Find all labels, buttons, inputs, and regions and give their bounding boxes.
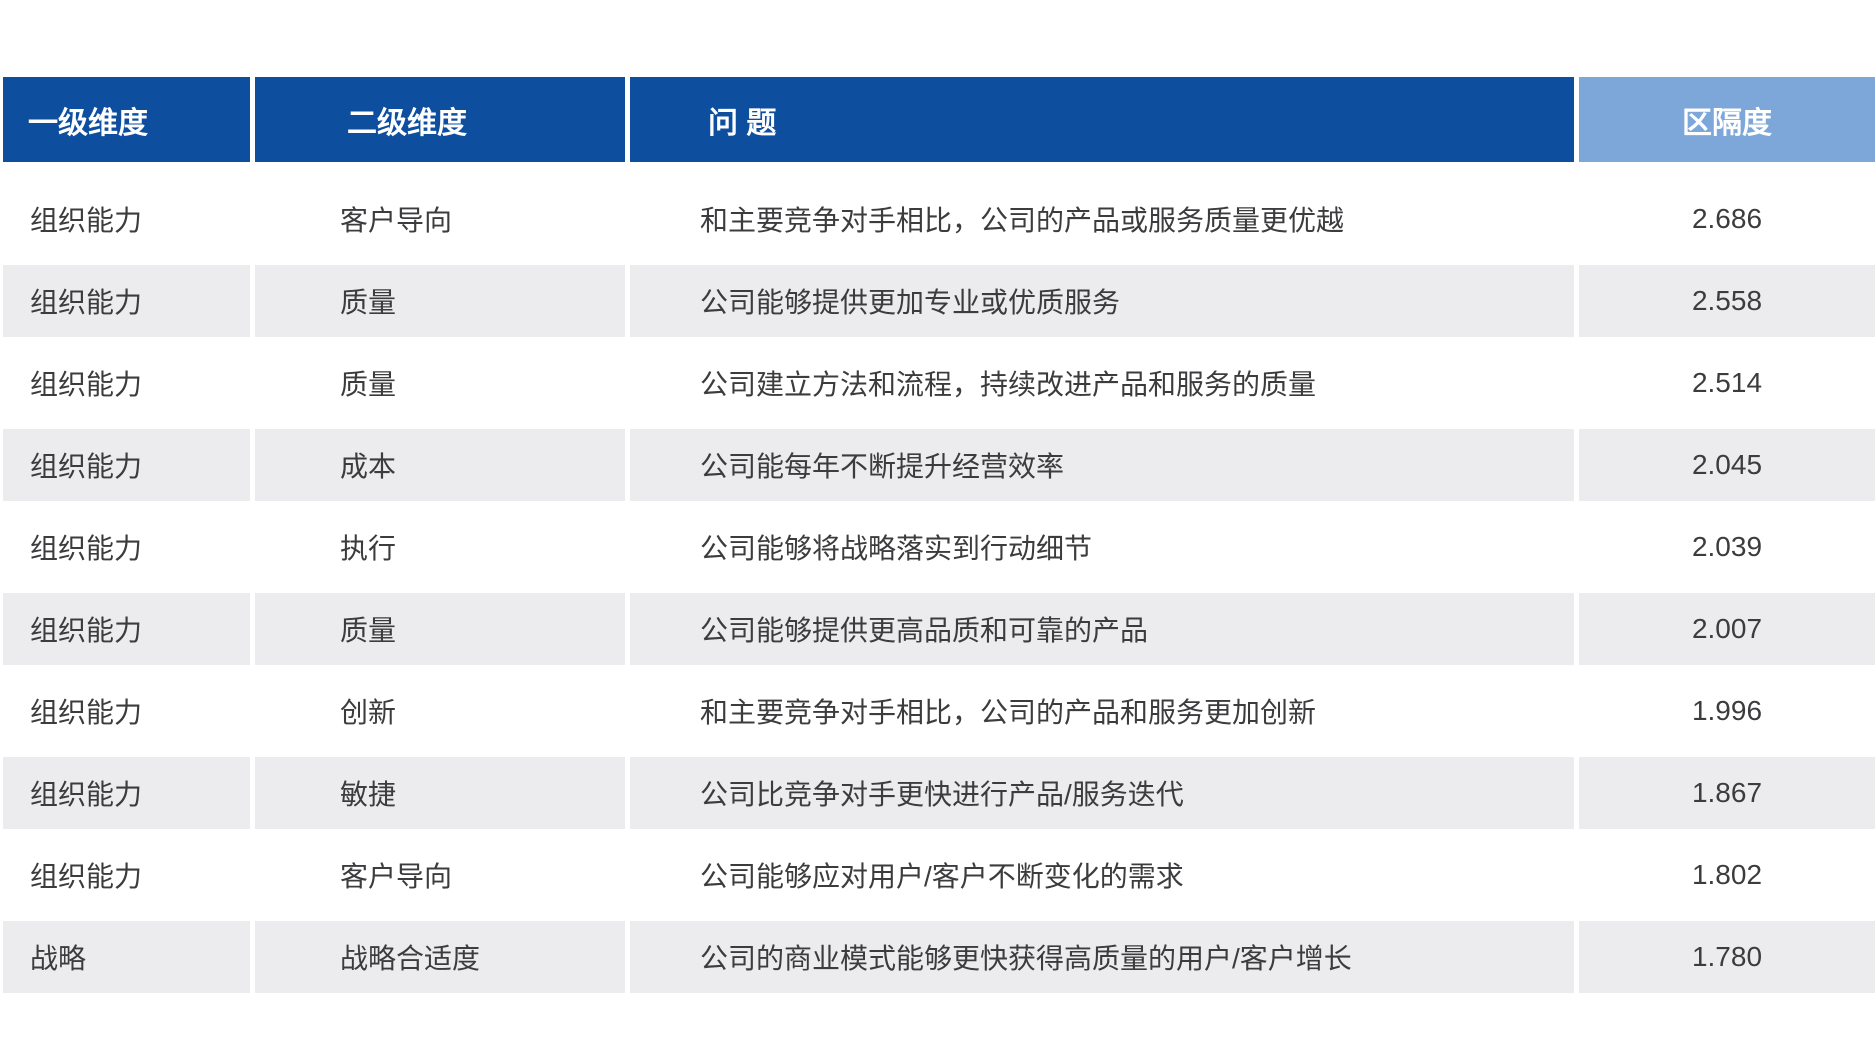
cell-level2-dimension: 战略合适度 bbox=[255, 921, 625, 993]
cell-level1-dimension: 组织能力 bbox=[3, 429, 250, 501]
cell-level2-dimension: 敏捷 bbox=[255, 757, 625, 829]
cell-differentiation-score: 1.802 bbox=[1691, 859, 1763, 890]
cell-level1-dimension: 组织能力 bbox=[30, 533, 143, 564]
cell-question: 公司能每年不断提升经营效率 bbox=[630, 429, 1574, 501]
table-row: 组织能力 敏捷 公司比竞争对手更快进行产品/服务迭代 1.867 bbox=[3, 757, 1875, 829]
cell-question: 公司能够提供更高品质和可靠的产品 bbox=[630, 593, 1574, 665]
cell-level2-dimension: 客户导向 bbox=[340, 205, 453, 236]
header-level1-label: 一级维度 bbox=[28, 106, 148, 140]
cell-level2-dimension: 创新 bbox=[340, 697, 397, 728]
cell-level1-dimension: 组织能力 bbox=[30, 861, 143, 892]
cell-differentiation-score: 2.686 bbox=[1691, 203, 1763, 234]
cell-differentiation-score: 1.867 bbox=[1579, 757, 1875, 829]
header-differentiation-score: 区隔度 bbox=[1579, 77, 1875, 162]
cell-differentiation-score: 2.039 bbox=[1691, 531, 1763, 562]
table-row: 组织能力 质量 公司能够提供更加专业或优质服务 2.558 bbox=[3, 265, 1875, 337]
differentiation-table: 一级维度 二级维度 问 题 区隔度 组织能力 客户导向 和主要竞争对手相比，公司… bbox=[3, 77, 1875, 993]
table-row: 组织能力 成本 公司能每年不断提升经营效率 2.045 bbox=[3, 429, 1875, 501]
header-question: 问 题 bbox=[630, 77, 1574, 162]
cell-level2-dimension: 质量 bbox=[255, 593, 625, 665]
cell-differentiation-score: 2.045 bbox=[1579, 429, 1875, 501]
cell-level2-dimension: 执行 bbox=[340, 533, 397, 564]
cell-question: 公司建立方法和流程，持续改进产品和服务的质量 bbox=[700, 369, 1317, 400]
cell-differentiation-score: 2.007 bbox=[1579, 593, 1875, 665]
header-differentiation-label: 区隔度 bbox=[1682, 106, 1772, 140]
cell-question: 公司能够提供更加专业或优质服务 bbox=[630, 265, 1574, 337]
cell-differentiation-score: 1.996 bbox=[1691, 695, 1763, 726]
table-row: 组织能力 客户导向 公司能够应对用户/客户不断变化的需求 1.802 bbox=[3, 839, 1875, 911]
cell-level1-dimension: 组织能力 bbox=[30, 369, 143, 400]
table-row: 战略 战略合适度 公司的商业模式能够更快获得高质量的用户/客户增长 1.780 bbox=[3, 921, 1875, 993]
cell-level1-dimension: 组织能力 bbox=[3, 757, 250, 829]
header-level2-dimension: 二级维度 bbox=[255, 77, 625, 162]
cell-level2-dimension: 质量 bbox=[255, 265, 625, 337]
table-row: 组织能力 执行 公司能够将战略落实到行动细节 2.039 bbox=[3, 511, 1875, 583]
cell-level1-dimension: 组织能力 bbox=[30, 205, 143, 236]
table-row: 组织能力 创新 和主要竞争对手相比，公司的产品和服务更加创新 1.996 bbox=[3, 675, 1875, 747]
cell-level1-dimension: 组织能力 bbox=[30, 697, 143, 728]
cell-level2-dimension: 质量 bbox=[340, 369, 397, 400]
table-row: 组织能力 质量 公司建立方法和流程，持续改进产品和服务的质量 2.514 bbox=[3, 347, 1875, 419]
cell-question: 公司能够将战略落实到行动细节 bbox=[700, 533, 1093, 564]
cell-level2-dimension: 客户导向 bbox=[340, 861, 453, 892]
cell-level1-dimension: 战略 bbox=[3, 921, 250, 993]
header-level1-dimension: 一级维度 bbox=[3, 77, 250, 162]
table-body: 组织能力 客户导向 和主要竞争对手相比，公司的产品或服务质量更优越 2.686 … bbox=[3, 183, 1875, 993]
cell-question: 和主要竞争对手相比，公司的产品和服务更加创新 bbox=[700, 697, 1317, 728]
header-question-label: 问 题 bbox=[708, 106, 777, 140]
cell-question: 公司比竞争对手更快进行产品/服务迭代 bbox=[630, 757, 1574, 829]
table-header-row: 一级维度 二级维度 问 题 区隔度 bbox=[3, 77, 1875, 162]
table-row: 组织能力 质量 公司能够提供更高品质和可靠的产品 2.007 bbox=[3, 593, 1875, 665]
cell-differentiation-score: 1.780 bbox=[1579, 921, 1875, 993]
cell-level2-dimension: 成本 bbox=[255, 429, 625, 501]
cell-question: 和主要竞争对手相比，公司的产品或服务质量更优越 bbox=[700, 205, 1345, 236]
cell-level1-dimension: 组织能力 bbox=[3, 593, 250, 665]
cell-differentiation-score: 2.558 bbox=[1579, 265, 1875, 337]
header-level2-label: 二级维度 bbox=[347, 106, 467, 140]
cell-question: 公司能够应对用户/客户不断变化的需求 bbox=[700, 861, 1184, 892]
table-row: 组织能力 客户导向 和主要竞争对手相比，公司的产品或服务质量更优越 2.686 bbox=[3, 183, 1875, 255]
cell-level1-dimension: 组织能力 bbox=[3, 265, 250, 337]
cell-question: 公司的商业模式能够更快获得高质量的用户/客户增长 bbox=[630, 921, 1574, 993]
cell-differentiation-score: 2.514 bbox=[1691, 367, 1763, 398]
